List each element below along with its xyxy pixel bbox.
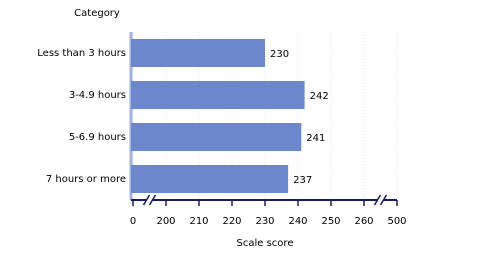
y-tick-label: Less than 3 hours	[37, 48, 126, 59]
axis-break-gap	[146, 197, 153, 203]
x-tick-label: 250	[321, 216, 340, 227]
axis-break	[373, 194, 382, 206]
bar	[131, 165, 289, 193]
y-tick-label: 7 hours or more	[46, 174, 126, 185]
y-axis-title: Category	[74, 8, 120, 19]
x-tick-label: 200	[156, 216, 175, 227]
axis-break	[148, 194, 157, 206]
bar	[131, 123, 302, 151]
axis-break	[142, 194, 151, 206]
x-tick-label: 260	[354, 216, 373, 227]
value-label: 230	[270, 49, 289, 60]
x-axis-title: Scale score	[237, 238, 294, 249]
x-tick-label: 500	[387, 216, 406, 227]
y-tick-label: 5-6.9 hours	[69, 132, 126, 143]
value-label: 242	[310, 91, 329, 102]
bar	[131, 81, 305, 109]
y-tick-label: 3-4.9 hours	[69, 90, 126, 101]
x-tick-label: 230	[255, 216, 274, 227]
bar	[131, 39, 265, 67]
x-tick-label: 210	[189, 216, 208, 227]
axis-break-gap	[377, 197, 384, 203]
x-tick-label: 220	[222, 216, 241, 227]
x-tick-label: 0	[130, 216, 136, 227]
value-label: 237	[293, 175, 312, 186]
axis-break	[379, 194, 388, 206]
x-tick-label: 240	[288, 216, 307, 227]
value-label: 241	[306, 133, 325, 144]
